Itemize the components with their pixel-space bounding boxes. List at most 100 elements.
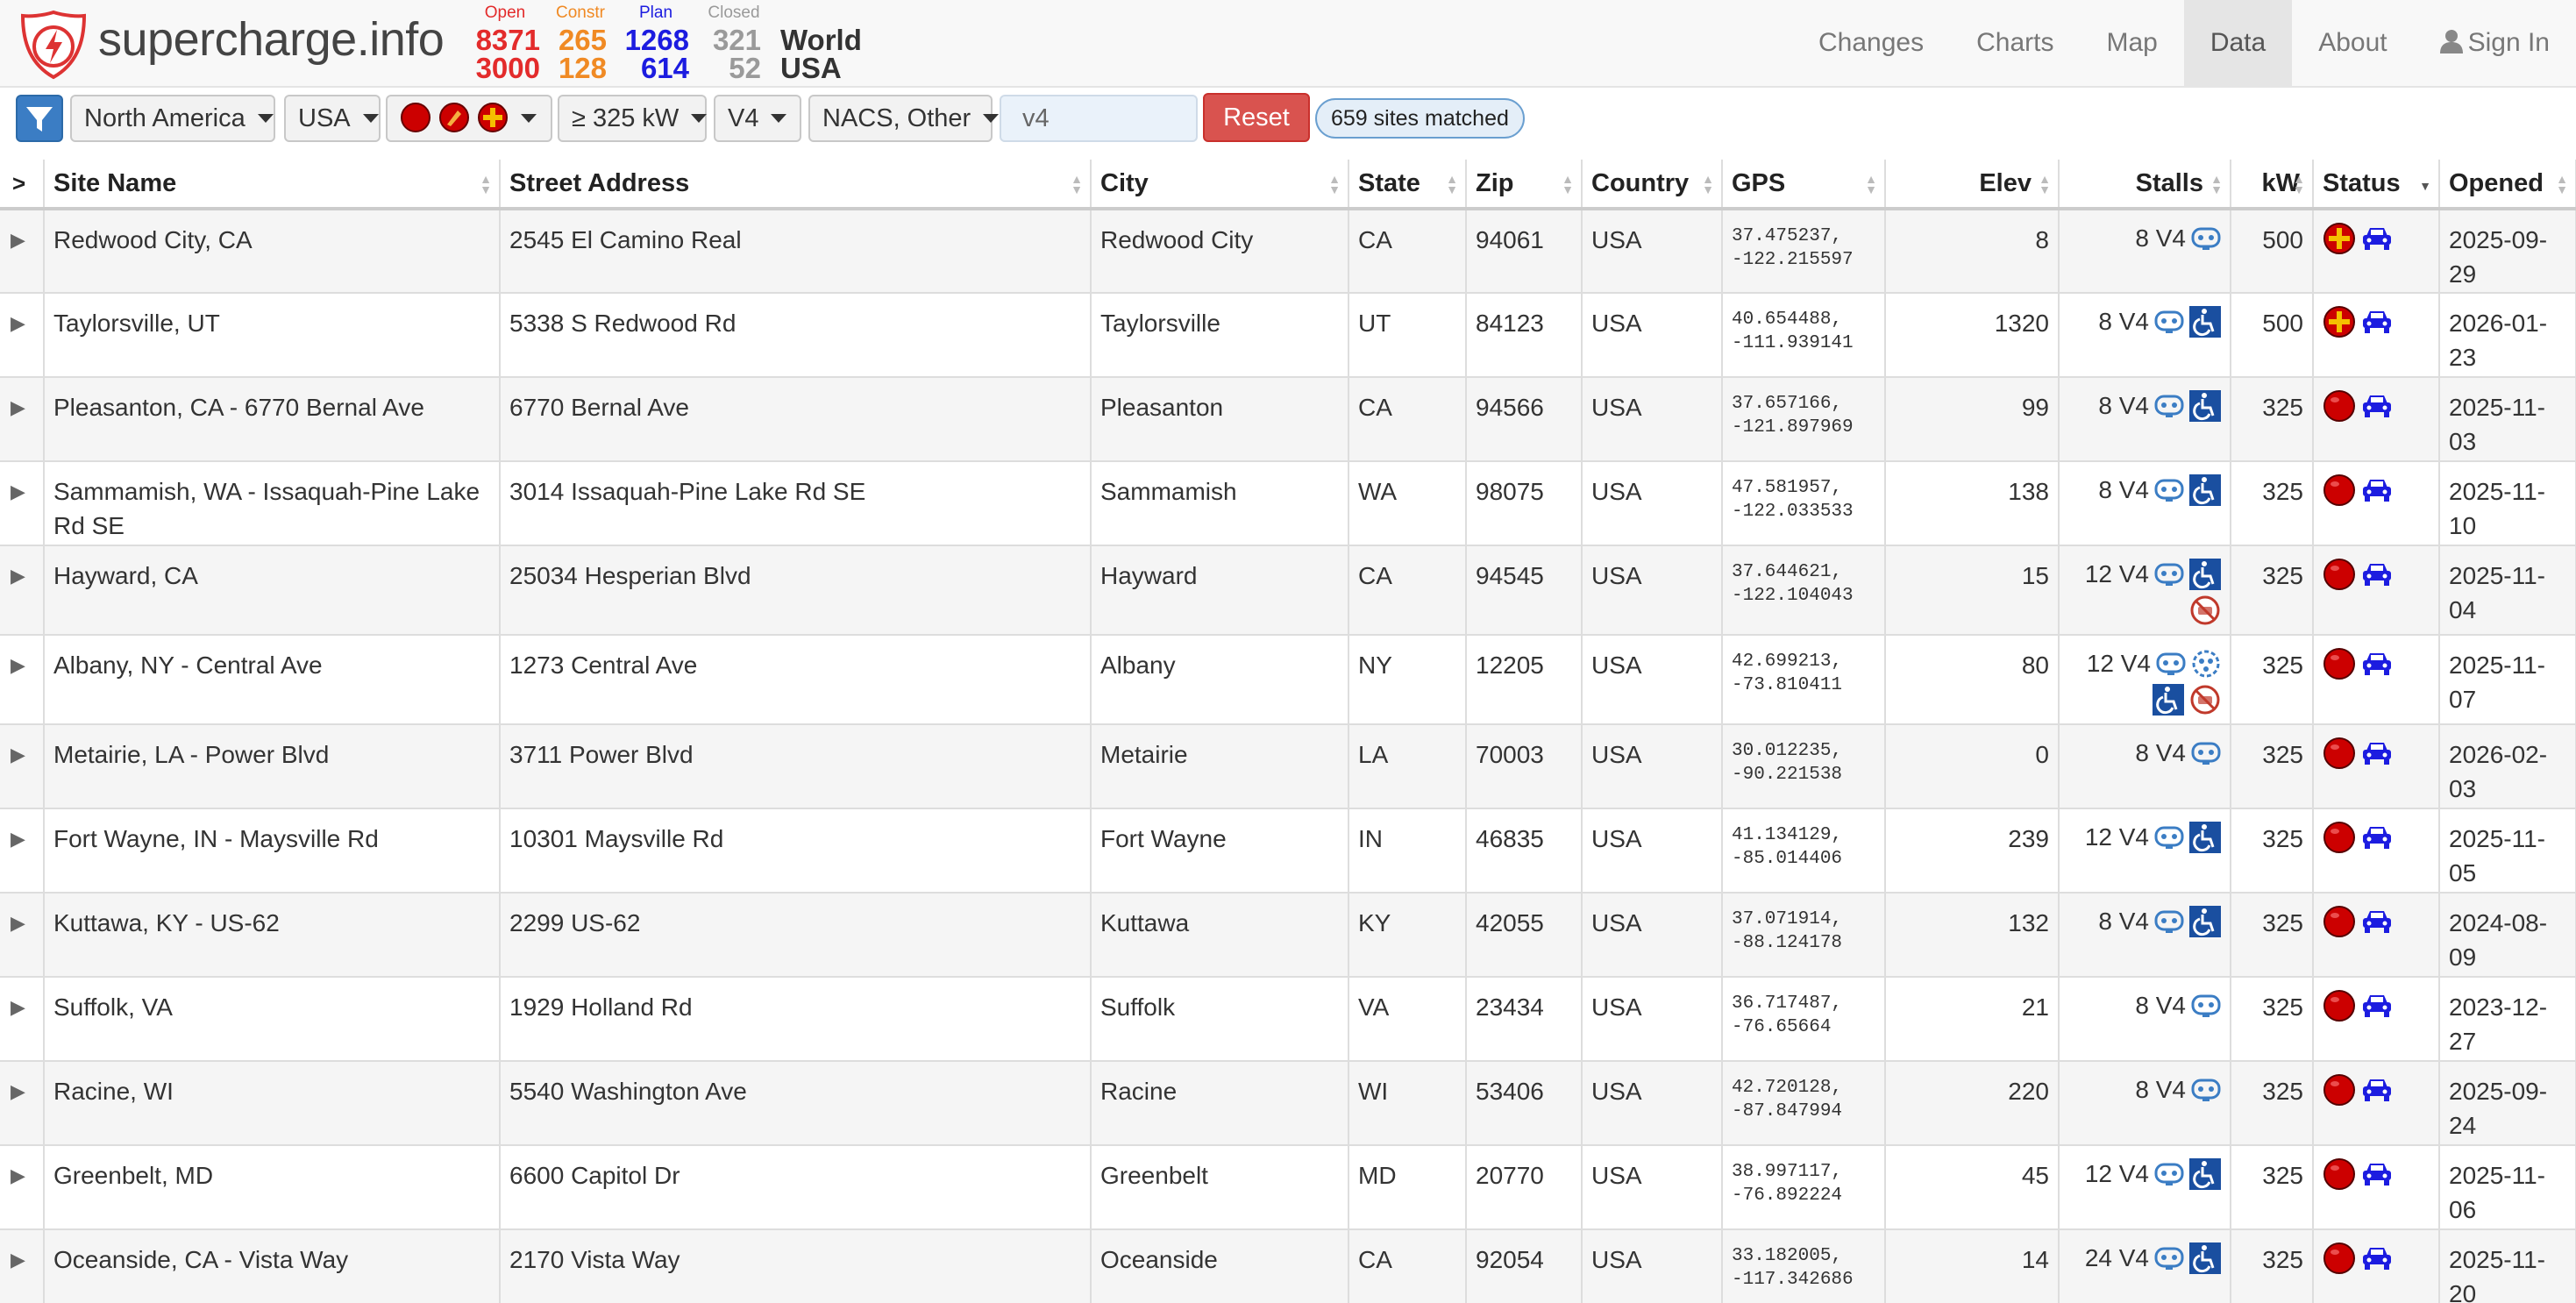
row-expand-toggle[interactable]: ▶ [0, 461, 45, 546]
gps-cell[interactable]: 37.644621, -122.104043 [1722, 545, 1886, 636]
trailer-icon [2154, 910, 2184, 933]
nav-data[interactable]: Data [2183, 0, 2293, 88]
gps-cell[interactable]: 42.720128, -87.847994 [1722, 1061, 1886, 1146]
stat-plan: Plan 1268 614 [623, 4, 689, 82]
col-status[interactable]: Status ▼ [2313, 160, 2440, 210]
gps-cell[interactable]: 40.654488, -111.939141 [1722, 293, 1886, 378]
stat-construction: Constr 265 128 [554, 4, 607, 82]
table-row[interactable]: ▶ Racine, WI 5540 Washington Ave Racine WI 53… [0, 1061, 2576, 1146]
plug-dropdown[interactable]: NACS, Other [808, 95, 1000, 142]
row-expand-toggle[interactable]: ▶ [0, 1061, 45, 1146]
elev-cell: 99 [1885, 377, 2060, 462]
reset-button[interactable]: Reset [1203, 93, 1310, 142]
gps-cell[interactable]: 37.657166, -121.897969 [1722, 377, 1886, 462]
site-name-cell[interactable]: Fort Wayne, IN - Maysville Rd [44, 808, 501, 894]
table-row[interactable]: ▶ Greenbelt, MD 6600 Capitol Dr Greenbelt MD… [0, 1145, 2576, 1230]
gps-cell[interactable]: 33.182005, -117.342686 [1722, 1229, 1886, 1303]
kw-cell: 325 [2231, 1061, 2314, 1146]
col-stalls[interactable]: Stalls ▲ ▼ [2059, 160, 2231, 210]
col-site-name[interactable]: Site Name ▲ ▼ [44, 160, 501, 210]
col-opened[interactable]: Opened ▲ ▼ [2439, 160, 2576, 210]
col-country[interactable]: Country ▲ ▼ [1582, 160, 1723, 210]
wheelchair-icon [2189, 473, 2221, 506]
gps-cell[interactable]: 37.071914, -88.124178 [1722, 893, 1886, 978]
row-expand-toggle[interactable]: ▶ [0, 893, 45, 978]
col-elev[interactable]: Elev ▲ ▼ [1885, 160, 2060, 210]
plus-dot-icon [2323, 222, 2355, 254]
gps-cell[interactable]: 37.475237, -122.215597 [1722, 209, 1886, 294]
table-row[interactable]: ▶ Sammamish, WA - Issaquah-Pine Lake Rd S… [0, 461, 2576, 546]
nav-about[interactable]: About [2318, 28, 2387, 57]
table-row[interactable]: ▶ Metairie, LA - Power Blvd 3711 Power Blv… [0, 724, 2576, 809]
col-city[interactable]: City ▲ ▼ [1091, 160, 1349, 210]
table-row[interactable]: ▶ Redwood City, CA 2545 El Camino Real Redw… [0, 209, 2576, 294]
row-expand-toggle[interactable]: ▶ [0, 635, 45, 725]
stalls-cell: 8 V4 [2059, 977, 2231, 1062]
gps-cell[interactable]: 38.997117, -76.892224 [1722, 1145, 1886, 1230]
status-cell [2313, 977, 2440, 1062]
col-gps[interactable]: GPS ▲ ▼ [1722, 160, 1886, 210]
gps-cell[interactable]: 41.134129, -85.014406 [1722, 808, 1886, 894]
continent-dropdown[interactable]: North America [70, 95, 275, 142]
site-name-cell[interactable]: Metairie, LA - Power Blvd [44, 724, 501, 809]
gps-cell[interactable]: 30.012235, -90.221538 [1722, 724, 1886, 809]
brand-title[interactable]: supercharge.info [98, 13, 445, 66]
row-expand-toggle[interactable]: ▶ [0, 977, 45, 1062]
shield-bolt-icon[interactable] [18, 9, 89, 81]
row-expand-toggle[interactable]: ▶ [0, 209, 45, 294]
row-expand-toggle[interactable]: ▶ [0, 377, 45, 462]
site-name-cell[interactable]: Taylorsville, UT [44, 293, 501, 378]
red-dot-icon [2323, 1073, 2355, 1106]
stall-type-value: V4 [728, 104, 759, 132]
site-name-cell[interactable]: Redwood City, CA [44, 209, 501, 294]
col-zip[interactable]: Zip ▲ ▼ [1466, 160, 1583, 210]
site-name-cell[interactable]: Albany, NY - Central Ave [44, 635, 501, 725]
table-row[interactable]: ▶ Albany, NY - Central Ave 1273 Central Av… [0, 635, 2576, 725]
plug-value: NACS, Other [822, 104, 971, 132]
site-name-cell[interactable]: Hayward, CA [44, 545, 501, 636]
table-row[interactable]: ▶ Hayward, CA 25034 Hesperian Blvd Hayward C… [0, 545, 2576, 636]
col-street[interactable]: Street Address ▲ ▼ [500, 160, 1092, 210]
site-name-cell[interactable]: Kuttawa, KY - US-62 [44, 893, 501, 978]
nav-charts[interactable]: Charts [1976, 28, 2054, 57]
stall-type-dropdown[interactable]: V4 [714, 95, 801, 142]
site-name-cell[interactable]: Oceanside, CA - Vista Way [44, 1229, 501, 1303]
search-input[interactable] [1000, 95, 1198, 142]
filter-toggle-button[interactable] [16, 95, 63, 142]
col-state[interactable]: State ▲ ▼ [1348, 160, 1467, 210]
state-cell: KY [1348, 893, 1467, 978]
row-expand-toggle[interactable]: ▶ [0, 724, 45, 809]
nav-map[interactable]: Map [2106, 28, 2158, 57]
country-dropdown[interactable]: USA [284, 95, 381, 142]
row-expand-toggle[interactable]: ▶ [0, 808, 45, 894]
gps-cell[interactable]: 47.581957, -122.033533 [1722, 461, 1886, 546]
site-name-cell[interactable]: Greenbelt, MD [44, 1145, 501, 1230]
nav-changes[interactable]: Changes [1818, 28, 1925, 57]
car-icon [2363, 742, 2391, 765]
opened-cell: 2025-11- 03 [2439, 377, 2576, 462]
row-expand-toggle[interactable]: ▶ [0, 1145, 45, 1230]
table-row[interactable]: ▶ Fort Wayne, IN - Maysville Rd 10301 Mays… [0, 808, 2576, 894]
gps-cell[interactable]: 36.717487, -76.65664 [1722, 977, 1886, 1062]
table-row[interactable]: ▶ Pleasanton, CA - 6770 Bernal Ave 6770 Be… [0, 377, 2576, 462]
site-name-cell[interactable]: Suffolk, VA [44, 977, 501, 1062]
table-row[interactable]: ▶ Taylorsville, UT 5338 S Redwood Rd Taylor… [0, 293, 2576, 378]
site-name-cell[interactable]: Sammamish, WA - Issaquah-Pine Lake Rd SE [44, 461, 501, 546]
expand-all-header[interactable]: > [0, 160, 45, 210]
region-world: World [780, 24, 862, 56]
row-expand-toggle[interactable]: ▶ [0, 545, 45, 636]
row-expand-toggle[interactable]: ▶ [0, 293, 45, 378]
row-expand-toggle[interactable]: ▶ [0, 1229, 45, 1303]
table-row[interactable]: ▶ Suffolk, VA 1929 Holland Rd Suffolk VA 2343… [0, 977, 2576, 1062]
status-dropdown[interactable] [386, 95, 552, 142]
gps-cell[interactable]: 42.699213, -73.810411 [1722, 635, 1886, 725]
stat-closed: Closed 321 52 [707, 4, 761, 82]
col-kw[interactable]: kW ▲ ▼ [2231, 160, 2314, 210]
power-dropdown[interactable]: ≥ 325 kW [558, 95, 708, 142]
site-name-cell[interactable]: Racine, WI [44, 1061, 501, 1146]
table-row[interactable]: ▶ Kuttawa, KY - US-62 2299 US-62 Kuttawa KY 4… [0, 893, 2576, 978]
site-name-cell[interactable]: Pleasanton, CA - 6770 Bernal Ave [44, 377, 501, 462]
nav-sign-in[interactable]: Sign In [2414, 0, 2576, 88]
stat-plan-label: Plan [638, 4, 673, 22]
table-row[interactable]: ▶ Oceanside, CA - Vista Way 2170 Vista Way… [0, 1229, 2576, 1303]
